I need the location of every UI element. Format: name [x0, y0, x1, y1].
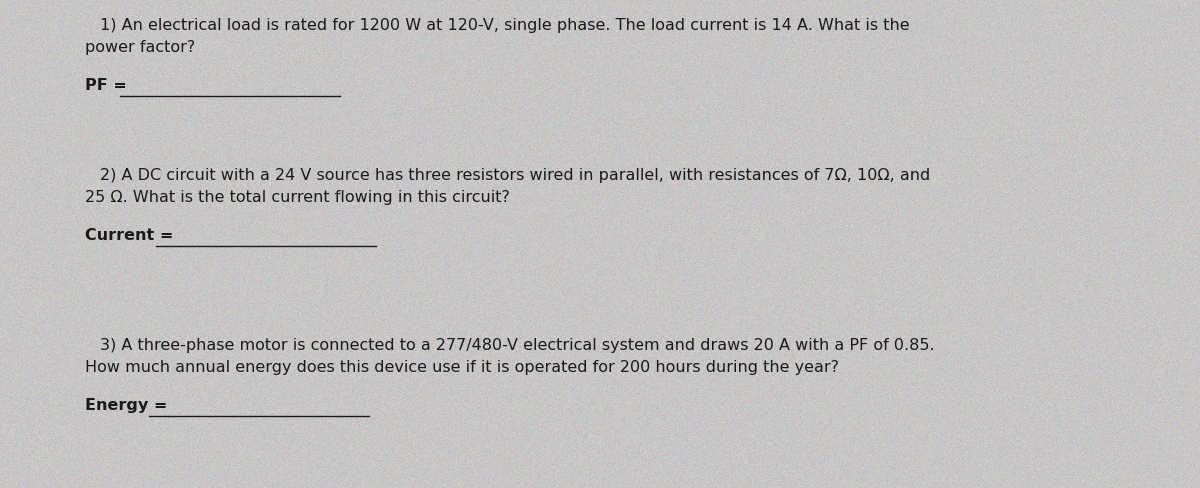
Text: Energy =: Energy =: [85, 398, 167, 413]
Text: Current =: Current =: [85, 228, 173, 243]
Text: 1) An electrical load is rated for 1200 W at 120-V, single phase. The load curre: 1) An electrical load is rated for 1200 …: [100, 18, 910, 33]
Text: 2) A DC circuit with a 24 V source has three resistors wired in parallel, with r: 2) A DC circuit with a 24 V source has t…: [100, 168, 930, 183]
Text: 3) A three-phase motor is connected to a 277/480-V electrical system and draws 2: 3) A three-phase motor is connected to a…: [100, 338, 935, 353]
Text: power factor?: power factor?: [85, 40, 196, 55]
Text: 25 Ω. What is the total current flowing in this circuit?: 25 Ω. What is the total current flowing …: [85, 190, 510, 205]
Text: How much annual energy does this device use if it is operated for 200 hours duri: How much annual energy does this device …: [85, 360, 839, 375]
Text: PF =: PF =: [85, 78, 127, 93]
